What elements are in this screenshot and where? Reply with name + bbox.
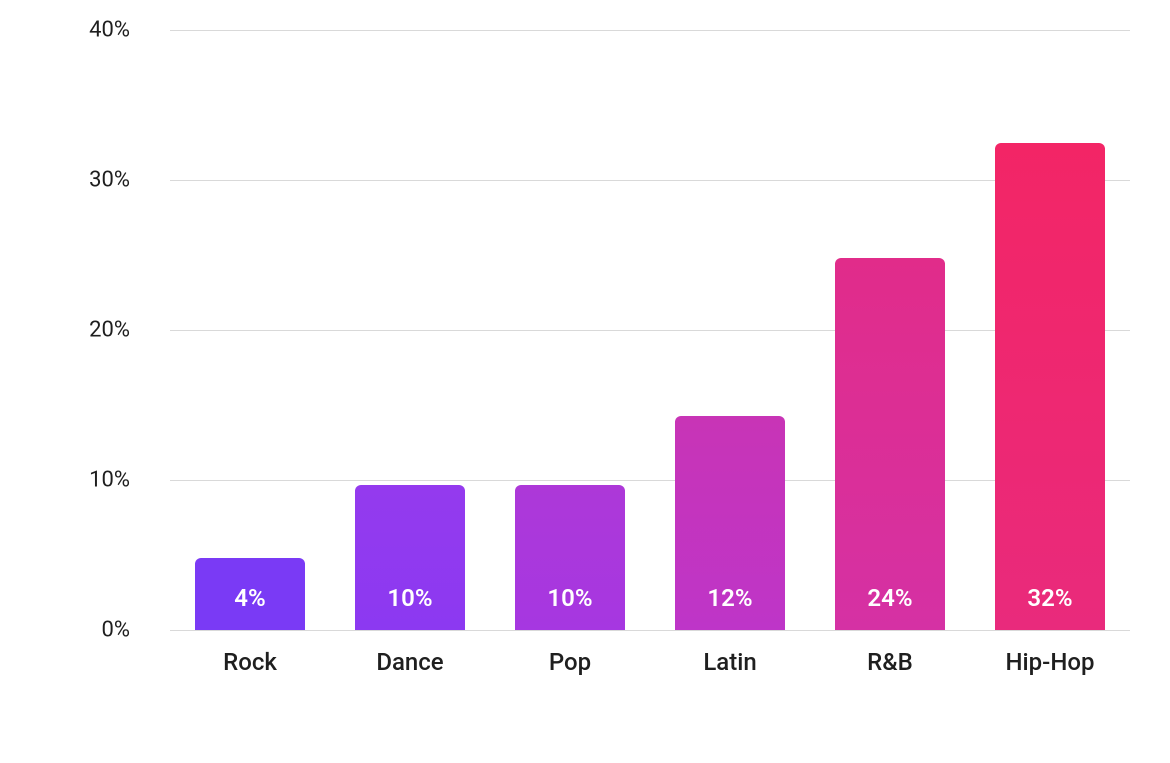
x-tick-label: Dance xyxy=(330,630,490,690)
bar-slot: 24% xyxy=(810,30,970,630)
x-tick-label: Hip-Hop xyxy=(970,630,1130,690)
y-tick-label: 10% xyxy=(89,468,130,493)
x-tick-label: Rock xyxy=(170,630,330,690)
plot-area: 4% 10% 10% 12% 24% 32% xyxy=(170,30,1130,630)
bar: 24% xyxy=(835,258,945,630)
x-tick-label: Latin xyxy=(650,630,810,690)
y-axis: 0%10%20%30%40% xyxy=(40,30,150,630)
bar: 12% xyxy=(675,416,785,631)
bar-slot: 32% xyxy=(970,30,1130,630)
y-tick-label: 20% xyxy=(89,318,130,343)
x-tick-label: Pop xyxy=(490,630,650,690)
y-tick-label: 30% xyxy=(89,168,130,193)
bar-value-label: 10% xyxy=(355,584,465,630)
bar-value-label: 4% xyxy=(195,584,305,630)
x-tick-label: R&B xyxy=(810,630,970,690)
x-axis: RockDancePopLatinR&BHip-Hop xyxy=(170,630,1130,690)
y-tick-label: 0% xyxy=(102,618,130,643)
bar: 32% xyxy=(995,143,1105,631)
bar-value-label: 10% xyxy=(515,584,625,630)
bar-value-label: 32% xyxy=(995,584,1105,630)
bar-slot: 10% xyxy=(490,30,650,630)
bar-value-label: 12% xyxy=(675,584,785,630)
bar-slot: 12% xyxy=(650,30,810,630)
bar: 10% xyxy=(515,485,625,631)
bars-group: 4% 10% 10% 12% 24% 32% xyxy=(170,30,1130,630)
y-tick-label: 40% xyxy=(89,18,130,43)
bar-slot: 10% xyxy=(330,30,490,630)
bar-slot: 4% xyxy=(170,30,330,630)
bar: 10% xyxy=(355,485,465,631)
bar-value-label: 24% xyxy=(835,584,945,630)
genre-bar-chart: 0%10%20%30%40% 4%10%10%12%24%32% RockDan… xyxy=(40,30,1130,730)
bar: 4% xyxy=(195,558,305,630)
